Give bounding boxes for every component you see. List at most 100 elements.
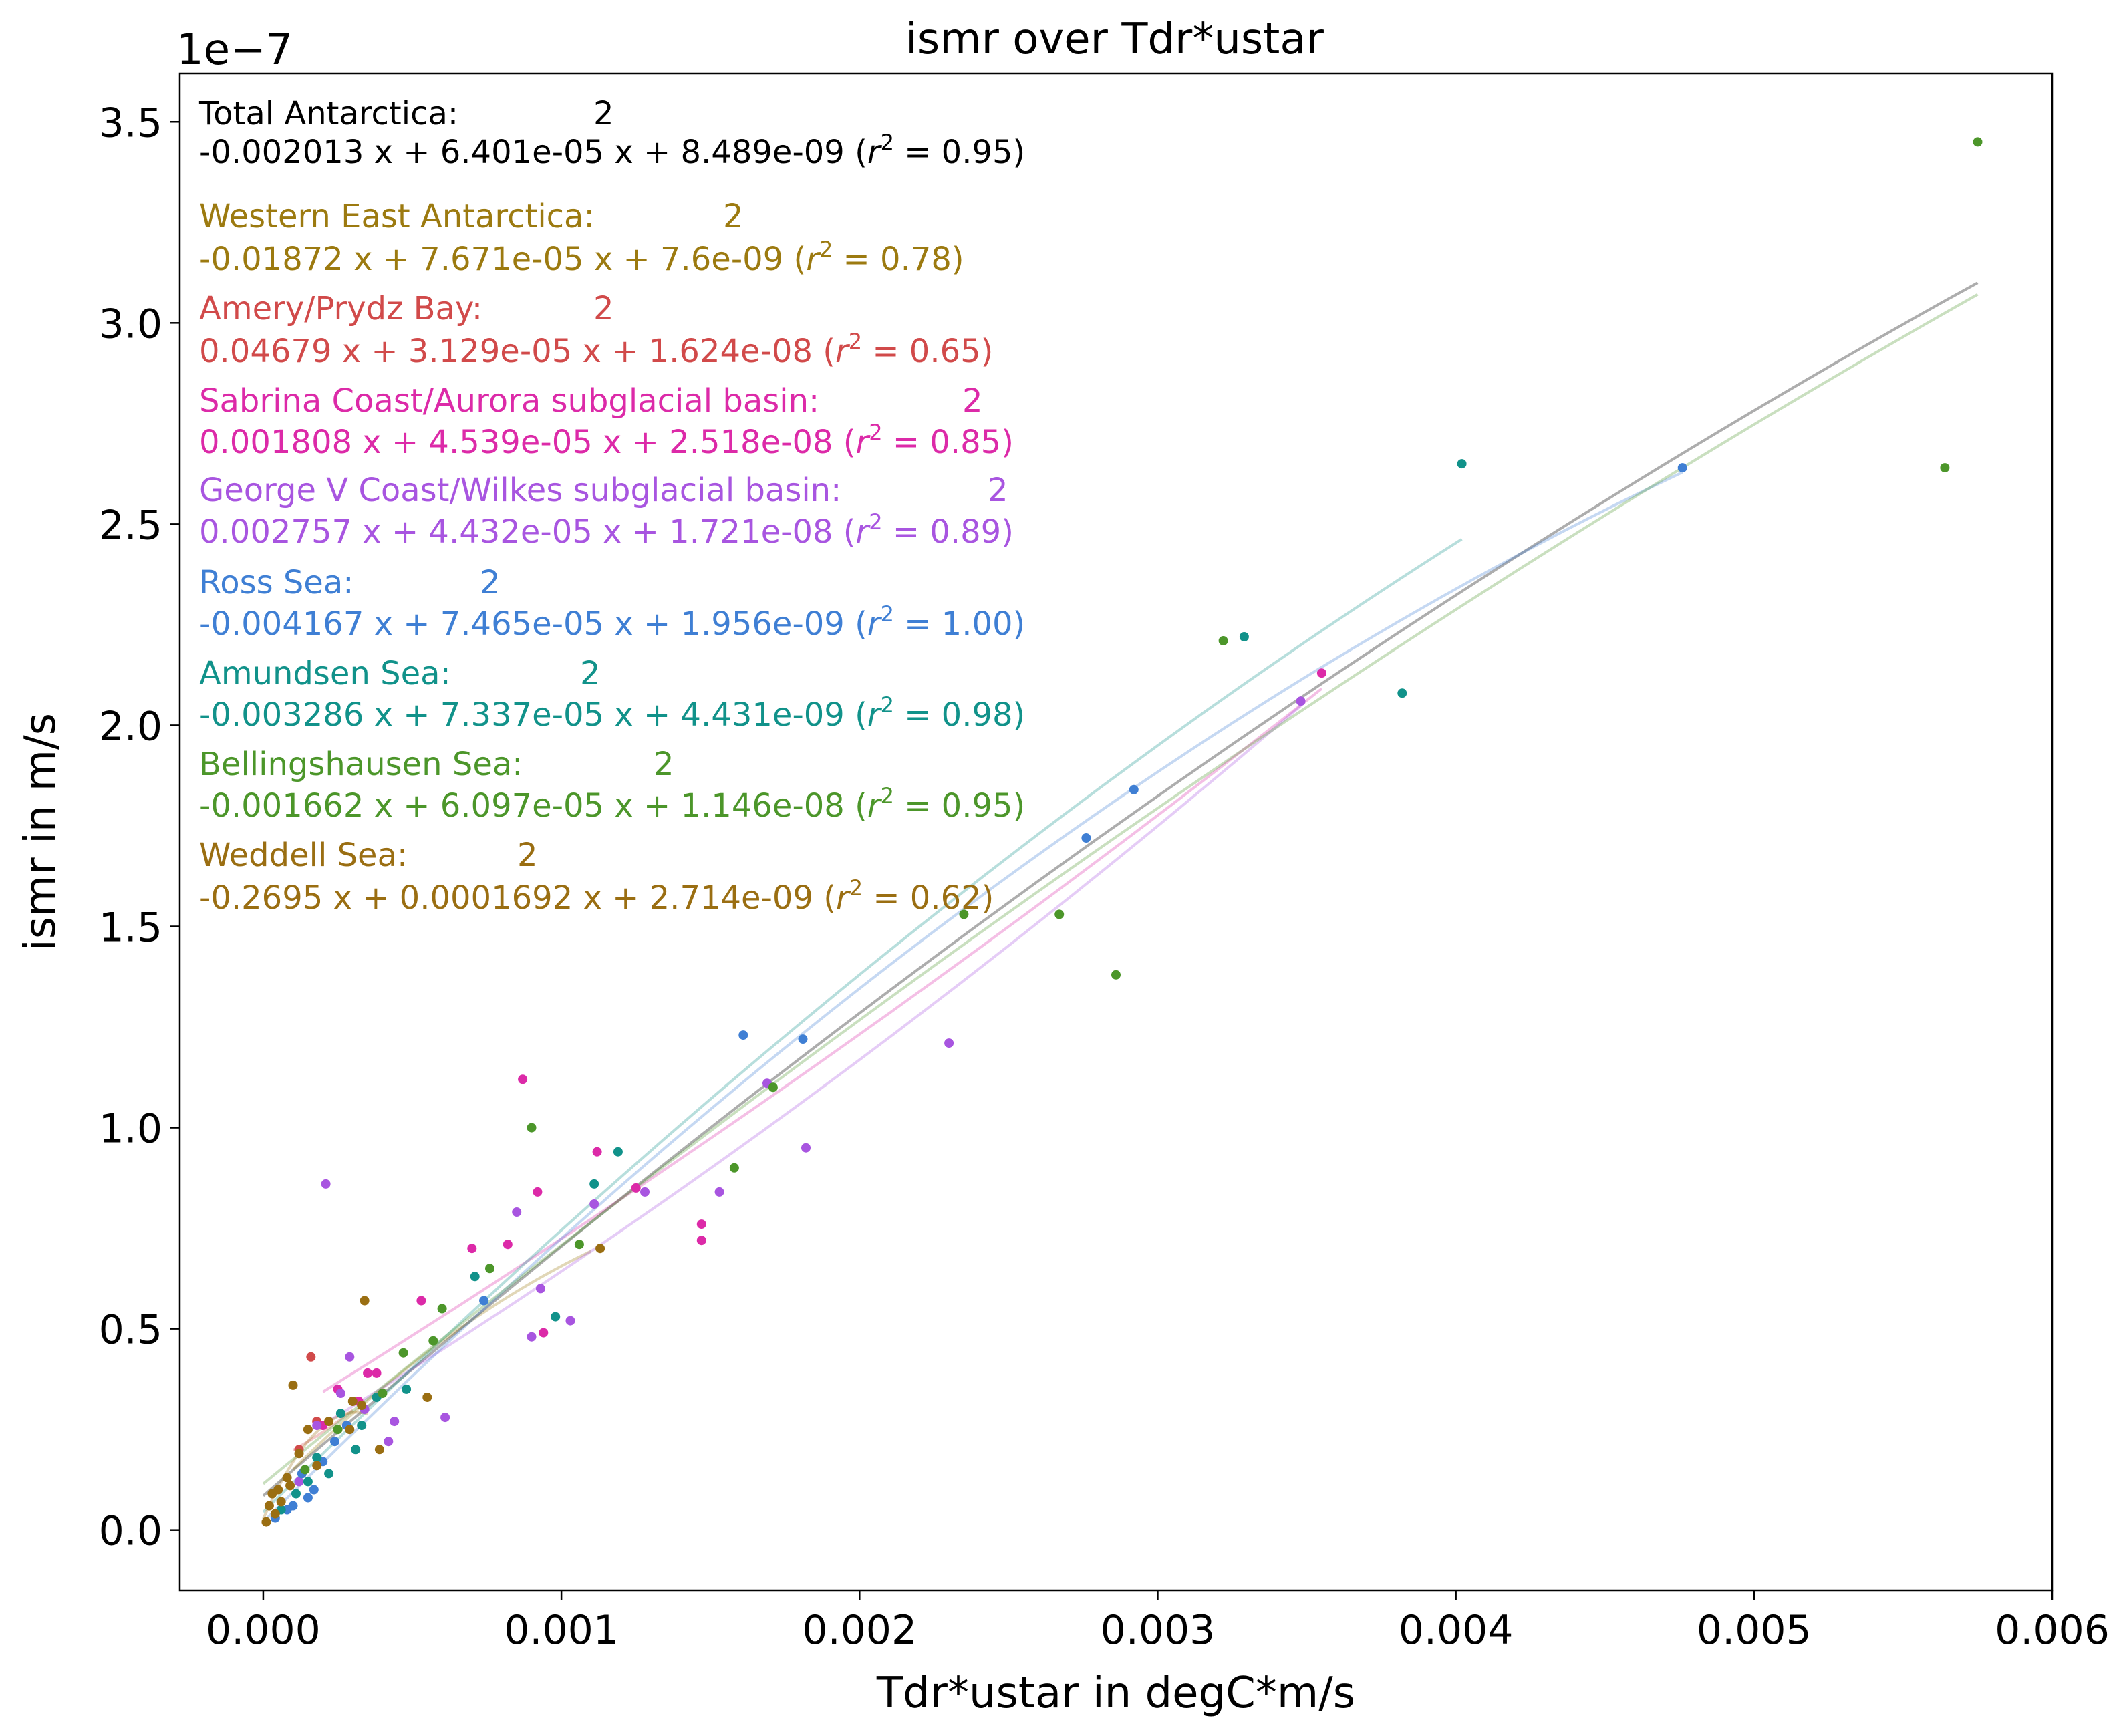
point-s7-14 [378,1389,388,1398]
legend-name-0: Total Antarctica: [198,95,458,132]
legend-name-3: Sabrina Coast/Aurora subglacial basin: [199,382,819,420]
point-s4-16 [335,1389,345,1398]
point-s3-3 [467,1244,477,1254]
point-s8-15 [264,1501,274,1511]
point-s4-18 [294,1477,304,1487]
point-s6-0 [1457,459,1467,469]
legend-degree-6: 2 [580,655,601,692]
y-tick-label: 1.0 [99,1106,162,1153]
point-s4-17 [312,1421,322,1431]
fit-line-3 [322,688,1323,1393]
y-axis: 0.0 0.5 1.0 1.5 2.0 2.5 3.0 3.5 [99,100,180,1555]
point-s5-7 [303,1493,313,1503]
y-tick-label: 0.0 [99,1508,162,1555]
point-s5-0 [1677,463,1687,473]
fit-line-6 [262,538,1463,1513]
point-s7-13 [398,1348,408,1358]
x-tick-label: 0.006 [1995,1607,2110,1654]
point-s6-13 [335,1409,345,1419]
point-s7-11 [437,1304,447,1314]
chart-title: ismr over Tdr*ustar [905,15,1324,64]
fit-line-0 [262,281,1979,1497]
fit-line-4 [322,704,1302,1426]
point-s4-6 [944,1038,954,1048]
point-s3-7 [696,1236,706,1246]
legend-equation-4: 0.002757 x + 4.432e-05 x + 1.721e-08 (r2… [199,509,1014,551]
point-s6-12 [303,1477,313,1487]
point-s8-0 [360,1296,370,1306]
y-axis-label: ismr in m/s [16,713,65,951]
point-s8-3 [422,1393,432,1402]
point-s3-1 [592,1147,602,1157]
y-tick-label: 3.0 [99,301,162,347]
point-s3-5 [416,1296,426,1306]
point-s3-10 [372,1368,382,1378]
legend-equation-6: -0.003286 x + 7.337e-05 x + 4.431e-09 (r… [199,692,1025,734]
point-s4-19 [384,1437,394,1447]
y-tick-label: 1.5 [99,904,162,951]
y-tick-label: 0.5 [99,1307,162,1354]
point-s7-4 [959,909,969,919]
point-s5-1 [1129,784,1139,794]
point-s6-4 [589,1179,599,1189]
point-s7-15 [333,1425,343,1435]
legend-degree-1: 2 [723,198,744,235]
point-s5-6 [309,1485,319,1495]
legend-degree-7: 2 [654,746,674,783]
legend-degree-8: 2 [517,837,538,874]
plot-frame [178,72,2054,1592]
legend-equation-1: -0.01872 x + 7.671e-05 x + 7.6e-09 (r2 =… [199,237,964,278]
legend-name-2: Amery/Prydz Bay: [199,290,482,327]
point-s8-12 [282,1473,292,1483]
point-s8-16 [270,1509,280,1519]
point-s4-1 [512,1207,522,1217]
legend-name-4: George V Coast/Wilkes subglacial basin: [199,472,841,509]
legend-degree-2: 2 [593,290,614,327]
point-s4-12 [440,1413,450,1423]
point-s4-4 [714,1187,724,1197]
point-s7-1 [1940,463,1950,473]
point-s4-13 [390,1417,400,1427]
point-s6-1 [1397,688,1407,698]
point-s8-6 [345,1425,355,1435]
point-s5-3 [738,1030,748,1040]
point-s8-9 [312,1461,322,1471]
x-tick-label: 0.000 [206,1607,321,1654]
legend-degree-0: 2 [593,95,614,132]
point-s8-14 [267,1489,277,1499]
legend-name-5: Ross Sea: [199,564,353,601]
point-s7-6 [768,1082,778,1093]
x-axis: 0.000 0.001 0.002 0.003 0.004 0.005 0.006 [206,1590,2110,1654]
point-s6-16 [291,1489,301,1499]
point-s6-9 [351,1445,361,1455]
point-s8-8 [294,1449,304,1459]
point-s4-0 [321,1179,331,1189]
point-s3-8 [539,1328,549,1338]
y-tick-label: 2.0 [99,703,162,750]
point-s6-7 [402,1384,412,1394]
point-s7-5 [1111,970,1121,980]
point-s4-14 [345,1352,355,1362]
point-s7-9 [574,1240,584,1250]
scatter-points [261,137,1983,1527]
point-s8-2 [595,1244,605,1254]
legend-equation-8: -0.2695 x + 0.0001692 x + 2.714e-09 (r2 … [199,875,994,917]
fit-line-1 [292,1250,592,1471]
x-axis-label: Tdr*ustar in degC*m/s [876,1669,1355,1718]
point-s8-10 [324,1417,334,1427]
point-s8-18 [276,1497,286,1507]
legend-degree-3: 2 [962,382,983,420]
point-s6-5 [551,1312,561,1322]
point-s5-2 [1081,833,1091,843]
point-s6-11 [324,1469,334,1479]
point-s7-12 [428,1336,438,1346]
point-s4-3 [640,1187,650,1197]
point-s3-9 [363,1368,373,1378]
point-s3-4 [503,1240,513,1250]
point-s7-0 [1973,137,1983,147]
fit-line-5 [262,470,1683,1524]
point-s8-7 [374,1445,384,1455]
legend-name-8: Weddell Sea: [199,837,408,874]
x-tick-label: 0.001 [504,1607,619,1654]
point-s6-8 [357,1421,367,1431]
